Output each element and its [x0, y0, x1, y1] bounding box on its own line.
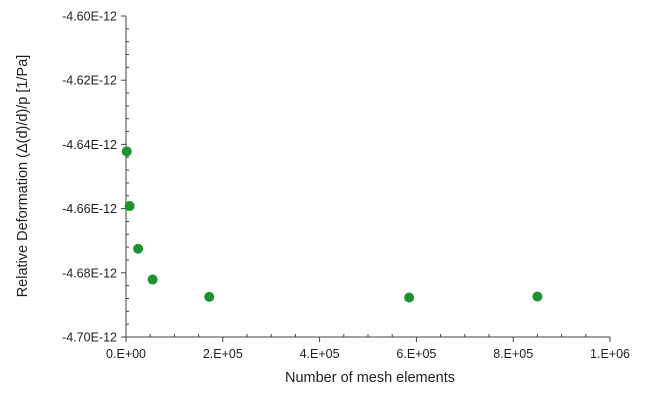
- y-tick-label: -4.66E-12: [62, 202, 117, 216]
- data-point: [204, 291, 215, 302]
- x-tick-label: 2.E+05: [203, 347, 243, 361]
- x-axis: 0.E+00 2.E+05 4.E+05 6.E+05 8.E+05 1.E+06: [106, 334, 630, 361]
- data-point: [147, 274, 158, 285]
- data-point: [404, 292, 415, 303]
- y-tick-label: -4.60E-12: [62, 10, 117, 24]
- y-axis: -4.60E-12 -4.62E-12 -4.64E-12 -4.66E-12 -4.6…: [62, 10, 129, 345]
- x-tick-label: 6.E+05: [396, 347, 436, 361]
- data-point: [532, 291, 543, 302]
- y-tick-label: -4.62E-12: [62, 74, 117, 88]
- x-tick-label: 0.E+00: [106, 347, 146, 361]
- data-point: [121, 146, 132, 157]
- x-tick-label: 8.E+05: [493, 347, 533, 361]
- data-points: [121, 146, 543, 303]
- x-tick-label: 1.E+06: [590, 347, 630, 361]
- y-axis-title: Relative Deformation (Δ(d)/d)/p [1/Pa]: [15, 55, 31, 298]
- x-tick-label: 4.E+05: [300, 347, 340, 361]
- data-point: [124, 201, 135, 212]
- y-tick-label: -4.70E-12: [62, 331, 117, 345]
- y-tick-label: -4.68E-12: [62, 266, 117, 280]
- y-tick-label: -4.64E-12: [62, 138, 117, 152]
- data-point: [133, 243, 144, 254]
- x-axis-title: Number of mesh elements: [285, 370, 455, 386]
